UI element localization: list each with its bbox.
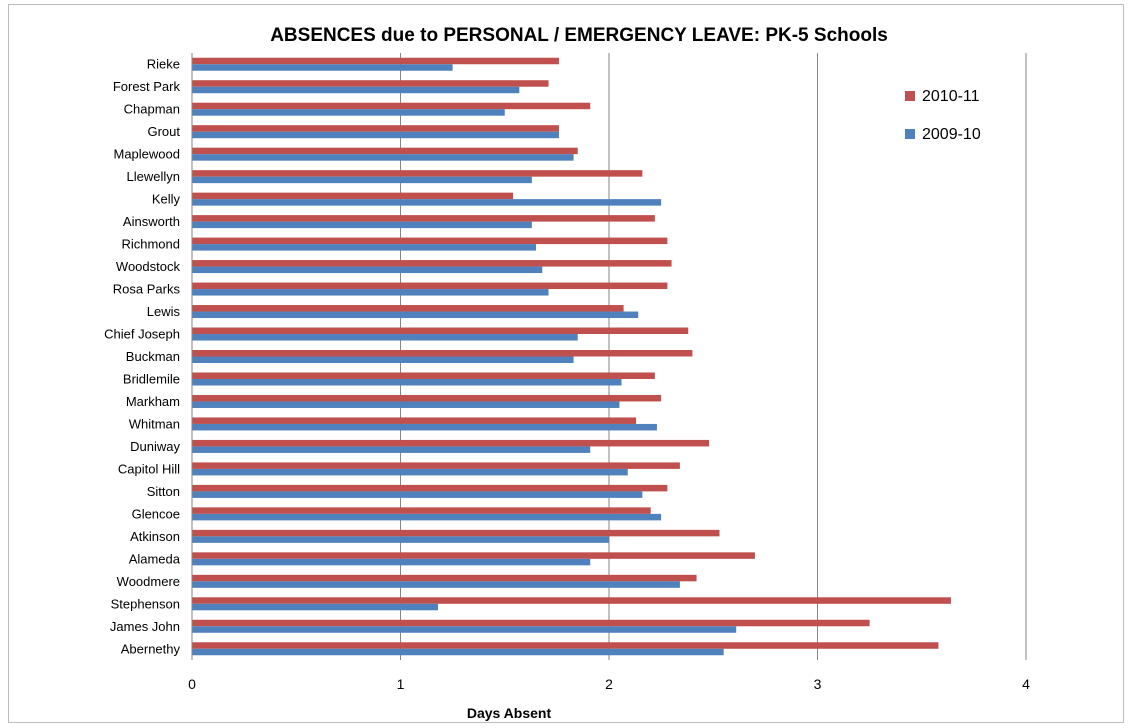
chart-frame: ABSENCES due to PERSONAL / EMERGENCY LEA… <box>8 4 1124 723</box>
category-label: Llewellyn <box>127 169 180 184</box>
bar-2009-10-glencoe <box>192 513 662 521</box>
category-label: Duniway <box>130 439 180 454</box>
bar-2009-10-whitman <box>192 423 657 431</box>
category-label: Ainsworth <box>123 214 180 229</box>
bar-2009-10-markham <box>192 401 620 408</box>
bar-2009-10-llewellyn <box>192 176 532 184</box>
bar-2009-10-forest-park <box>192 86 520 94</box>
category-label: Capitol Hill <box>118 461 180 476</box>
bar-2010-11-maplewood <box>192 147 578 155</box>
category-labels: Rieke Forest Park Chapman Grout Maplewood Lle… <box>104 57 181 657</box>
bar-2009-10-grout <box>192 131 559 139</box>
category-label: Lewis <box>147 304 181 319</box>
bar-2009-10-maplewood <box>192 154 574 161</box>
category-label: Forest Park <box>113 79 181 94</box>
bar-2010-11-woodstock <box>192 260 672 267</box>
bar-2009-10-abernethy <box>192 648 724 656</box>
bar-2010-11-rieke <box>192 57 559 65</box>
category-label: Rosa Parks <box>113 282 181 297</box>
bar-2009-10-buckman <box>192 356 574 363</box>
bar-2010-11-grout <box>192 125 559 132</box>
bar-2010-11-woodmere <box>192 574 697 582</box>
bar-2009-10-capitol-hill <box>192 468 628 476</box>
category-label: Chief Joseph <box>104 327 180 342</box>
bar-2010-11-chief-joseph <box>192 327 689 335</box>
bar-2009-10-stephenson <box>192 603 439 611</box>
bar-2009-10-ainsworth <box>192 221 532 229</box>
bar-2010-11-lewis <box>192 305 624 312</box>
category-label: Richmond <box>121 237 180 252</box>
bar-2010-11-bridlemile <box>192 372 655 379</box>
bar-marks <box>192 57 951 656</box>
category-label: James John <box>110 619 180 634</box>
bar-2010-11-chapman <box>192 102 591 110</box>
bar-2010-11-forest-park <box>192 80 549 87</box>
category-label: Woodstock <box>116 259 181 274</box>
bar-2010-11-whitman <box>192 417 637 424</box>
bar-2010-11-ainsworth <box>192 215 655 222</box>
x-tick-label: 4 <box>1022 676 1030 692</box>
bar-2009-10-atkinson <box>192 536 609 543</box>
category-label: Glencoe <box>132 506 180 521</box>
bar-2009-10-alameda <box>192 558 591 566</box>
bar-2009-10-rieke <box>192 64 453 71</box>
legend-label: 2010-11 <box>922 88 980 105</box>
category-label: Grout <box>147 124 180 139</box>
category-label: Maplewood <box>114 147 181 162</box>
bar-2009-10-rosa-parks <box>192 289 549 296</box>
legend-label: 2009-10 <box>922 126 981 143</box>
bar-2010-11-sitton <box>192 484 668 492</box>
bar-chart: ABSENCES due to PERSONAL / EMERGENCY LEA… <box>104 25 1030 721</box>
category-label: Sitton <box>147 484 180 499</box>
bar-2009-10-james-john <box>192 626 737 633</box>
category-label: Rieke <box>147 57 180 72</box>
bar-2010-11-atkinson <box>192 529 720 537</box>
bar-2010-11-capitol-hill <box>192 462 680 469</box>
category-label: Kelly <box>152 192 181 207</box>
bar-2010-11-buckman <box>192 350 693 357</box>
category-label: Alameda <box>129 551 181 566</box>
bar-2009-10-sitton <box>192 491 643 498</box>
bar-2009-10-woodstock <box>192 266 543 274</box>
bar-2010-11-rosa-parks <box>192 282 668 290</box>
bar-2010-11-richmond <box>192 237 668 245</box>
x-axis-title: Days Absent <box>467 705 552 721</box>
bar-2009-10-woodmere <box>192 581 680 588</box>
x-tick-label: 0 <box>188 676 196 692</box>
bar-2009-10-richmond <box>192 244 537 251</box>
x-tick-labels: 0 1 2 3 4 <box>188 676 1030 692</box>
bar-2010-11-glencoe <box>192 507 651 514</box>
category-label: Stephenson <box>111 596 180 611</box>
bar-2009-10-kelly <box>192 199 662 206</box>
legend-swatch <box>905 129 915 139</box>
legend-swatch <box>905 91 915 101</box>
chart-title: ABSENCES due to PERSONAL / EMERGENCY LEA… <box>270 25 888 46</box>
x-tick-label: 1 <box>397 676 405 692</box>
bar-2010-11-alameda <box>192 552 755 559</box>
category-label: Chapman <box>124 102 180 117</box>
legend: 2010-11 2009-10 <box>905 88 981 143</box>
bar-2009-10-duniway <box>192 446 591 453</box>
category-label: Markham <box>126 394 180 409</box>
bar-2010-11-markham <box>192 394 662 402</box>
category-label: Woodmere <box>117 574 180 589</box>
category-label: Whitman <box>129 416 180 431</box>
category-label: Buckman <box>126 349 180 364</box>
category-label: Abernethy <box>121 641 181 656</box>
bar-2010-11-duniway <box>192 439 710 447</box>
category-label: Atkinson <box>130 529 180 544</box>
bar-2009-10-lewis <box>192 311 639 319</box>
bar-2010-11-kelly <box>192 192 514 200</box>
bar-2009-10-chapman <box>192 109 505 116</box>
bar-2010-11-stephenson <box>192 597 951 604</box>
bar-2009-10-chief-joseph <box>192 334 578 341</box>
category-label: Bridlemile <box>123 371 180 386</box>
bar-2010-11-abernethy <box>192 642 939 649</box>
x-tick-label: 2 <box>605 676 613 692</box>
bar-2010-11-llewellyn <box>192 170 643 177</box>
bar-2010-11-james-john <box>192 619 870 627</box>
bar-2009-10-bridlemile <box>192 378 622 386</box>
x-tick-label: 3 <box>814 676 822 692</box>
